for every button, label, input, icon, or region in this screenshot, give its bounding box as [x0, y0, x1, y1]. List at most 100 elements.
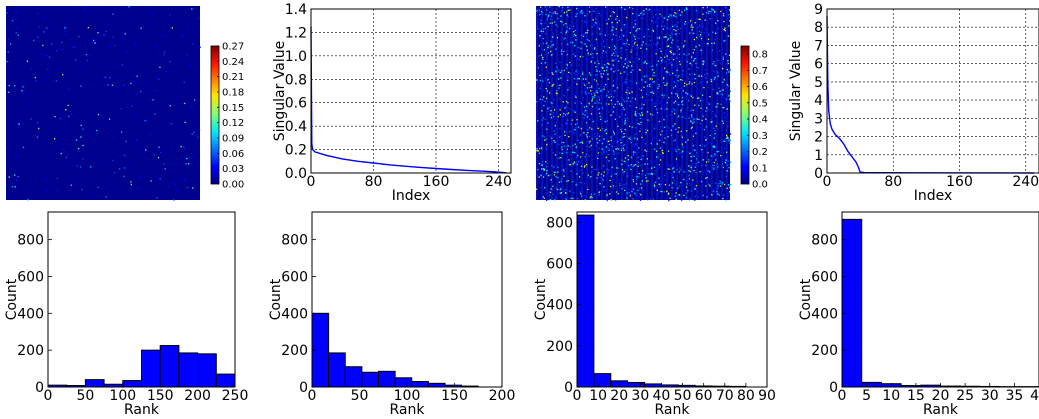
heatmap-cell	[560, 50, 563, 52]
heatmap-cell	[541, 110, 543, 112]
heatmap-cell	[185, 163, 187, 165]
heatmap-cell	[647, 94, 650, 96]
heatmap-cell	[35, 79, 37, 82]
x-tick-label: 0	[308, 388, 317, 404]
heatmap-cell	[549, 126, 551, 129]
heatmap-cell	[632, 198, 634, 200]
heatmap-cell	[700, 49, 702, 51]
heatmap-cell	[564, 134, 566, 136]
heatmap-cell	[609, 7, 611, 9]
heatmap-cell	[629, 27, 631, 29]
heatmap-cell	[557, 171, 559, 173]
heatmap-cell	[616, 87, 619, 89]
heatmap-cell	[622, 133, 624, 135]
heatmap-cell	[553, 99, 555, 101]
heatmap-cell	[590, 179, 592, 181]
heatmap-cell	[540, 28, 542, 30]
heatmap-cell	[536, 10, 538, 12]
heatmap-cell	[554, 154, 557, 156]
heatmap-cell	[678, 127, 680, 129]
heatmap-cell	[548, 179, 550, 181]
heatmap-cell	[601, 63, 603, 65]
heatmap-cell	[619, 139, 621, 141]
heatmap-cell	[696, 151, 698, 154]
heatmap-cell	[172, 104, 175, 106]
histogram-bar	[378, 370, 396, 388]
heatmap-cell	[608, 160, 610, 162]
heatmap-cell	[552, 73, 554, 75]
heatmap-cell	[600, 13, 602, 15]
heatmap-cell	[74, 59, 77, 61]
heatmap-cell	[664, 109, 666, 111]
heatmap-cell	[565, 189, 567, 191]
heatmap-cell	[719, 62, 722, 65]
heatmap-cell	[682, 150, 684, 152]
heatmap-cell	[595, 22, 597, 24]
heatmap-cell	[636, 52, 638, 55]
heatmap-cell	[680, 111, 682, 113]
heatmap-cell	[545, 13, 547, 16]
heatmap-cell	[675, 74, 677, 77]
heatmap-cell	[567, 89, 569, 91]
heatmap-cell	[724, 97, 727, 99]
heatmap-cell	[619, 182, 621, 185]
heatmap-cell	[565, 25, 567, 27]
heatmap-cell	[645, 8, 647, 10]
heatmap-cell	[85, 13, 87, 16]
heatmap-cell	[682, 99, 684, 101]
heatmap-stripe	[646, 6, 648, 200]
heatmap-cell	[698, 30, 700, 33]
heatmap-cell	[584, 15, 586, 17]
heatmap-cell	[710, 155, 712, 157]
heatmap-cell	[659, 180, 661, 182]
heatmap-cell	[641, 114, 644, 116]
heatmap-cell	[672, 168, 674, 170]
heatmap-cell	[576, 71, 578, 74]
heatmap-cell	[578, 51, 580, 53]
heatmap-cell	[727, 17, 729, 20]
heatmap-cell	[720, 155, 722, 157]
heatmap-cell	[676, 69, 678, 71]
heatmap-cell	[545, 27, 547, 29]
heatmap-cell	[722, 58, 724, 60]
heatmap-cell	[598, 99, 601, 101]
heatmap-cell	[703, 61, 705, 63]
heatmap-cell	[715, 107, 717, 109]
heatmap-cell	[542, 99, 544, 101]
heatmap-cell	[690, 26, 692, 28]
heatmap-cell	[591, 49, 593, 51]
heatmap-cell	[538, 176, 540, 178]
heatmap-cell	[686, 130, 688, 132]
heatmap-cell	[631, 126, 633, 128]
heatmap-cell	[704, 114, 707, 117]
heatmap-cell	[62, 148, 64, 151]
heatmap-cell	[619, 72, 622, 74]
heatmap-cell	[189, 64, 191, 66]
heatmap-cell	[711, 45, 713, 47]
heatmap-cell	[553, 174, 556, 176]
heatmap-cell	[587, 174, 589, 176]
heatmap-cell	[619, 116, 621, 118]
heatmap-cell	[634, 133, 636, 136]
heatmap-cell	[14, 174, 16, 176]
heatmap-cell	[566, 14, 568, 16]
heatmap-cell	[616, 167, 618, 169]
heatmap-cell	[606, 96, 608, 98]
heatmap-cell	[674, 123, 676, 125]
y-tick-label: 0.8	[285, 72, 307, 88]
heatmap-cell	[624, 45, 626, 47]
heatmap-cell	[635, 29, 638, 31]
heatmap-cell	[587, 188, 589, 191]
heatmap-cell	[588, 124, 591, 126]
heatmap-cell	[599, 33, 601, 35]
heatmap-cell	[550, 101, 552, 104]
heatmap-cell	[586, 49, 588, 51]
heatmap-cell	[645, 48, 648, 50]
heatmap-cell	[622, 96, 624, 98]
heatmap-cell	[641, 145, 643, 147]
heatmap-cell	[155, 45, 157, 47]
heatmap-cell	[613, 45, 616, 47]
heatmap-cell	[537, 28, 539, 30]
heatmap-cell	[145, 119, 147, 122]
heatmap-cell	[668, 50, 671, 52]
